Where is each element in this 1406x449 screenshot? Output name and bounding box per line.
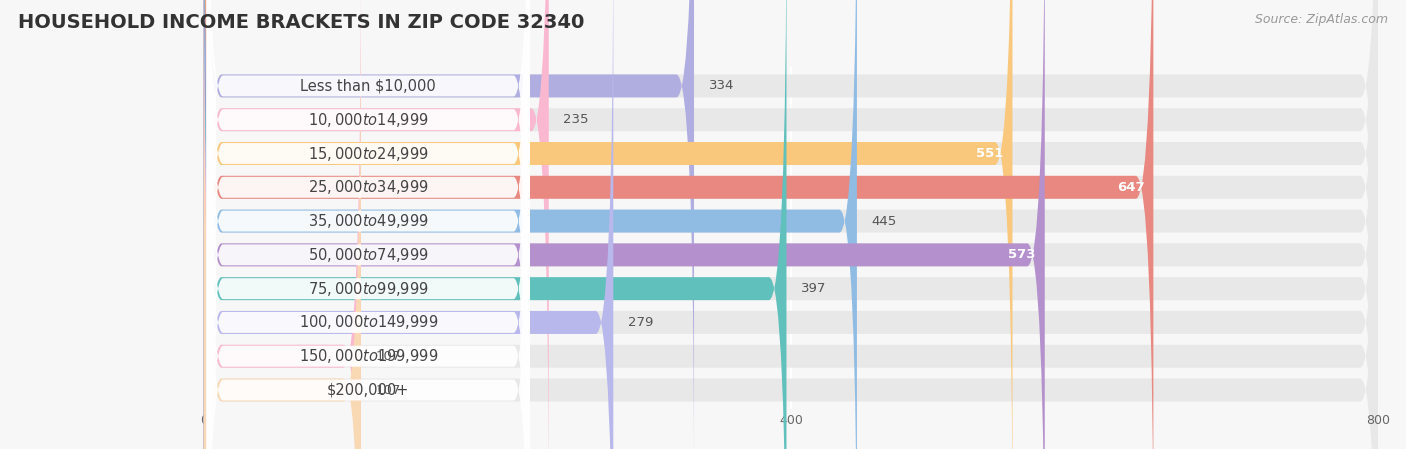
Text: 397: 397 (801, 282, 827, 295)
Text: 235: 235 (564, 113, 589, 126)
Text: 573: 573 (1008, 248, 1036, 261)
FancyBboxPatch shape (207, 0, 530, 449)
Text: Source: ZipAtlas.com: Source: ZipAtlas.com (1254, 13, 1388, 26)
FancyBboxPatch shape (204, 0, 1378, 449)
Text: 445: 445 (872, 215, 897, 228)
Text: $75,000 to $99,999: $75,000 to $99,999 (308, 280, 429, 298)
FancyBboxPatch shape (204, 0, 1012, 449)
FancyBboxPatch shape (204, 0, 1153, 449)
Text: 107: 107 (375, 383, 401, 396)
Text: 647: 647 (1116, 181, 1144, 194)
Text: $15,000 to $24,999: $15,000 to $24,999 (308, 145, 429, 163)
FancyBboxPatch shape (204, 0, 548, 449)
FancyBboxPatch shape (207, 0, 530, 449)
Text: 334: 334 (709, 79, 734, 92)
FancyBboxPatch shape (204, 0, 1378, 449)
Text: 279: 279 (628, 316, 654, 329)
FancyBboxPatch shape (204, 0, 786, 449)
Text: 107: 107 (375, 350, 401, 363)
Text: $10,000 to $14,999: $10,000 to $14,999 (308, 111, 429, 129)
Text: 551: 551 (976, 147, 1004, 160)
FancyBboxPatch shape (207, 0, 530, 449)
FancyBboxPatch shape (204, 0, 613, 449)
FancyBboxPatch shape (204, 0, 695, 449)
Text: $150,000 to $199,999: $150,000 to $199,999 (298, 347, 437, 365)
FancyBboxPatch shape (204, 0, 361, 449)
FancyBboxPatch shape (204, 0, 1378, 449)
FancyBboxPatch shape (204, 0, 1045, 449)
FancyBboxPatch shape (204, 0, 856, 449)
FancyBboxPatch shape (207, 0, 530, 449)
FancyBboxPatch shape (204, 0, 1378, 449)
FancyBboxPatch shape (207, 0, 530, 449)
FancyBboxPatch shape (204, 0, 361, 449)
FancyBboxPatch shape (204, 0, 1378, 449)
Text: $200,000+: $200,000+ (328, 383, 409, 397)
Text: $25,000 to $34,999: $25,000 to $34,999 (308, 178, 429, 196)
FancyBboxPatch shape (204, 0, 1378, 449)
FancyBboxPatch shape (207, 29, 530, 449)
Text: $50,000 to $74,999: $50,000 to $74,999 (308, 246, 429, 264)
FancyBboxPatch shape (207, 0, 530, 449)
FancyBboxPatch shape (204, 0, 1378, 449)
FancyBboxPatch shape (207, 0, 530, 449)
FancyBboxPatch shape (204, 0, 1378, 449)
FancyBboxPatch shape (204, 0, 1378, 449)
Text: $100,000 to $149,999: $100,000 to $149,999 (298, 313, 437, 331)
Text: $35,000 to $49,999: $35,000 to $49,999 (308, 212, 429, 230)
FancyBboxPatch shape (207, 0, 530, 447)
FancyBboxPatch shape (207, 0, 530, 449)
Text: HOUSEHOLD INCOME BRACKETS IN ZIP CODE 32340: HOUSEHOLD INCOME BRACKETS IN ZIP CODE 32… (18, 13, 585, 32)
Text: Less than $10,000: Less than $10,000 (301, 79, 436, 93)
FancyBboxPatch shape (204, 0, 1378, 449)
